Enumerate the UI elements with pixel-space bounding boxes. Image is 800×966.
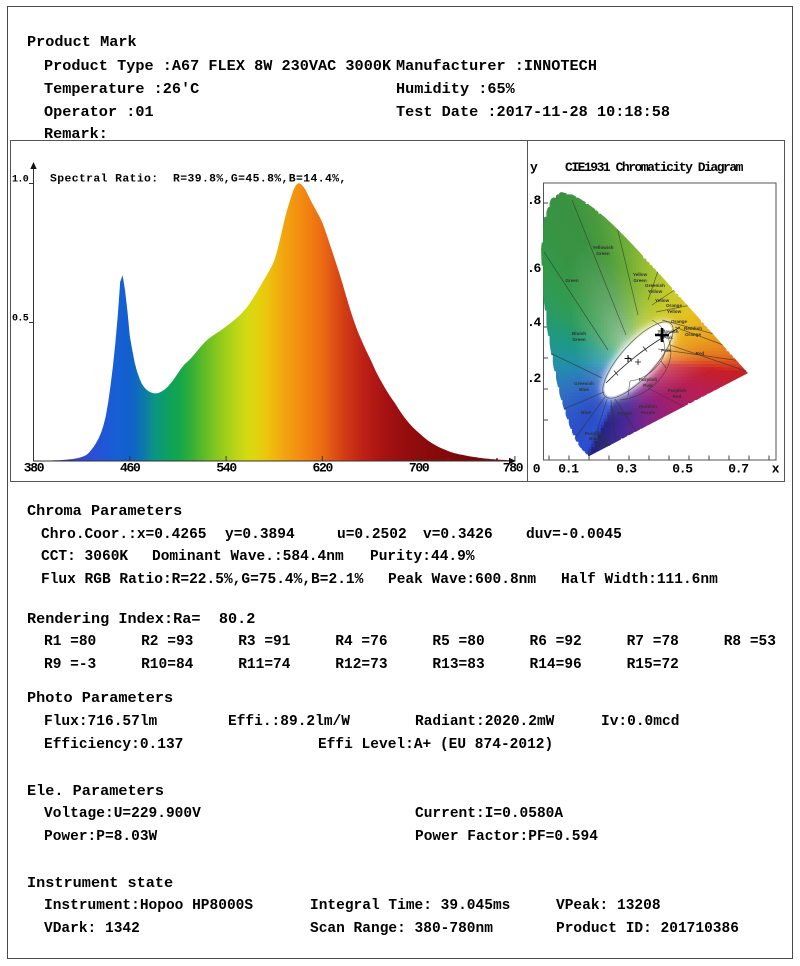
svg-text:Yellowish: Yellowish xyxy=(593,245,614,250)
svg-text:Green: Green xyxy=(596,251,609,256)
svg-text:Blue: Blue xyxy=(589,436,599,441)
svg-text:Yellow: Yellow xyxy=(633,272,648,277)
svg-text:Reddish: Reddish xyxy=(684,326,702,331)
svg-text:Green: Green xyxy=(633,278,646,283)
svg-text:Purple: Purple xyxy=(618,411,633,416)
svg-text:0: 0 xyxy=(533,462,541,477)
svg-text:CIE1931 Chromaticity Diagram: CIE1931 Chromaticity Diagram xyxy=(565,160,744,175)
svg-text:.6: .6 xyxy=(527,261,542,276)
svg-text:Orange: Orange xyxy=(671,319,688,324)
svg-text:540: 540 xyxy=(216,461,237,476)
svg-text:Pink: Pink xyxy=(643,383,653,388)
svg-text:700: 700 xyxy=(409,461,430,476)
svg-text:0.5: 0.5 xyxy=(672,462,693,477)
svg-text:Purple: Purple xyxy=(596,442,611,447)
svg-text:Yellowish: Yellowish xyxy=(658,329,679,334)
svg-text:Purplish: Purplish xyxy=(668,388,687,393)
svg-text:Greenish: Greenish xyxy=(645,283,665,288)
svg-text:Purplish: Purplish xyxy=(639,377,658,382)
svg-text:620: 620 xyxy=(313,461,334,476)
svg-text:Blue: Blue xyxy=(581,410,591,415)
svg-text:Blue: Blue xyxy=(579,387,589,392)
svg-text:Yellow: Yellow xyxy=(655,298,670,303)
svg-text:y: y xyxy=(530,160,538,175)
svg-text:Reddish: Reddish xyxy=(639,404,657,409)
svg-text:Pink: Pink xyxy=(661,348,671,353)
svg-text:Purple: Purple xyxy=(641,410,656,415)
svg-text:.2: .2 xyxy=(527,371,542,386)
svg-text:Spectral Ratio: R=39.8%,G=45.: Spectral Ratio: R=39.8%,G=45.8%,B=14.4%, xyxy=(50,174,347,186)
svg-text:.4: .4 xyxy=(527,315,542,330)
svg-text:1.0: 1.0 xyxy=(12,175,29,186)
svg-text:380: 380 xyxy=(24,461,45,476)
svg-text:Red: Red xyxy=(696,351,705,356)
svg-text:0.3: 0.3 xyxy=(616,462,637,477)
svg-text:Greenish: Greenish xyxy=(574,381,594,386)
svg-text:460: 460 xyxy=(120,461,141,476)
svg-text:Orange: Orange xyxy=(685,332,702,337)
svg-text:0.5: 0.5 xyxy=(12,314,29,325)
svg-text:Blue: Blue xyxy=(598,437,608,442)
svg-text:Bluish: Bluish xyxy=(572,331,586,336)
svg-text:Pink: Pink xyxy=(663,335,673,340)
svg-text:Red: Red xyxy=(673,394,682,399)
svg-text:Purplish: Purplish xyxy=(585,431,604,436)
svg-text:0.7: 0.7 xyxy=(728,462,748,477)
svg-text:Orange: Orange xyxy=(666,303,683,308)
svg-text:0.1: 0.1 xyxy=(558,462,579,477)
svg-text:780: 780 xyxy=(503,461,524,476)
svg-text:Yellow: Yellow xyxy=(648,289,663,294)
svg-text:Green: Green xyxy=(572,337,585,342)
svg-text:Yellow: Yellow xyxy=(667,309,682,314)
svg-text:x: x xyxy=(772,462,780,477)
svg-text:.8: .8 xyxy=(527,193,542,208)
svg-text:Green: Green xyxy=(565,278,578,283)
